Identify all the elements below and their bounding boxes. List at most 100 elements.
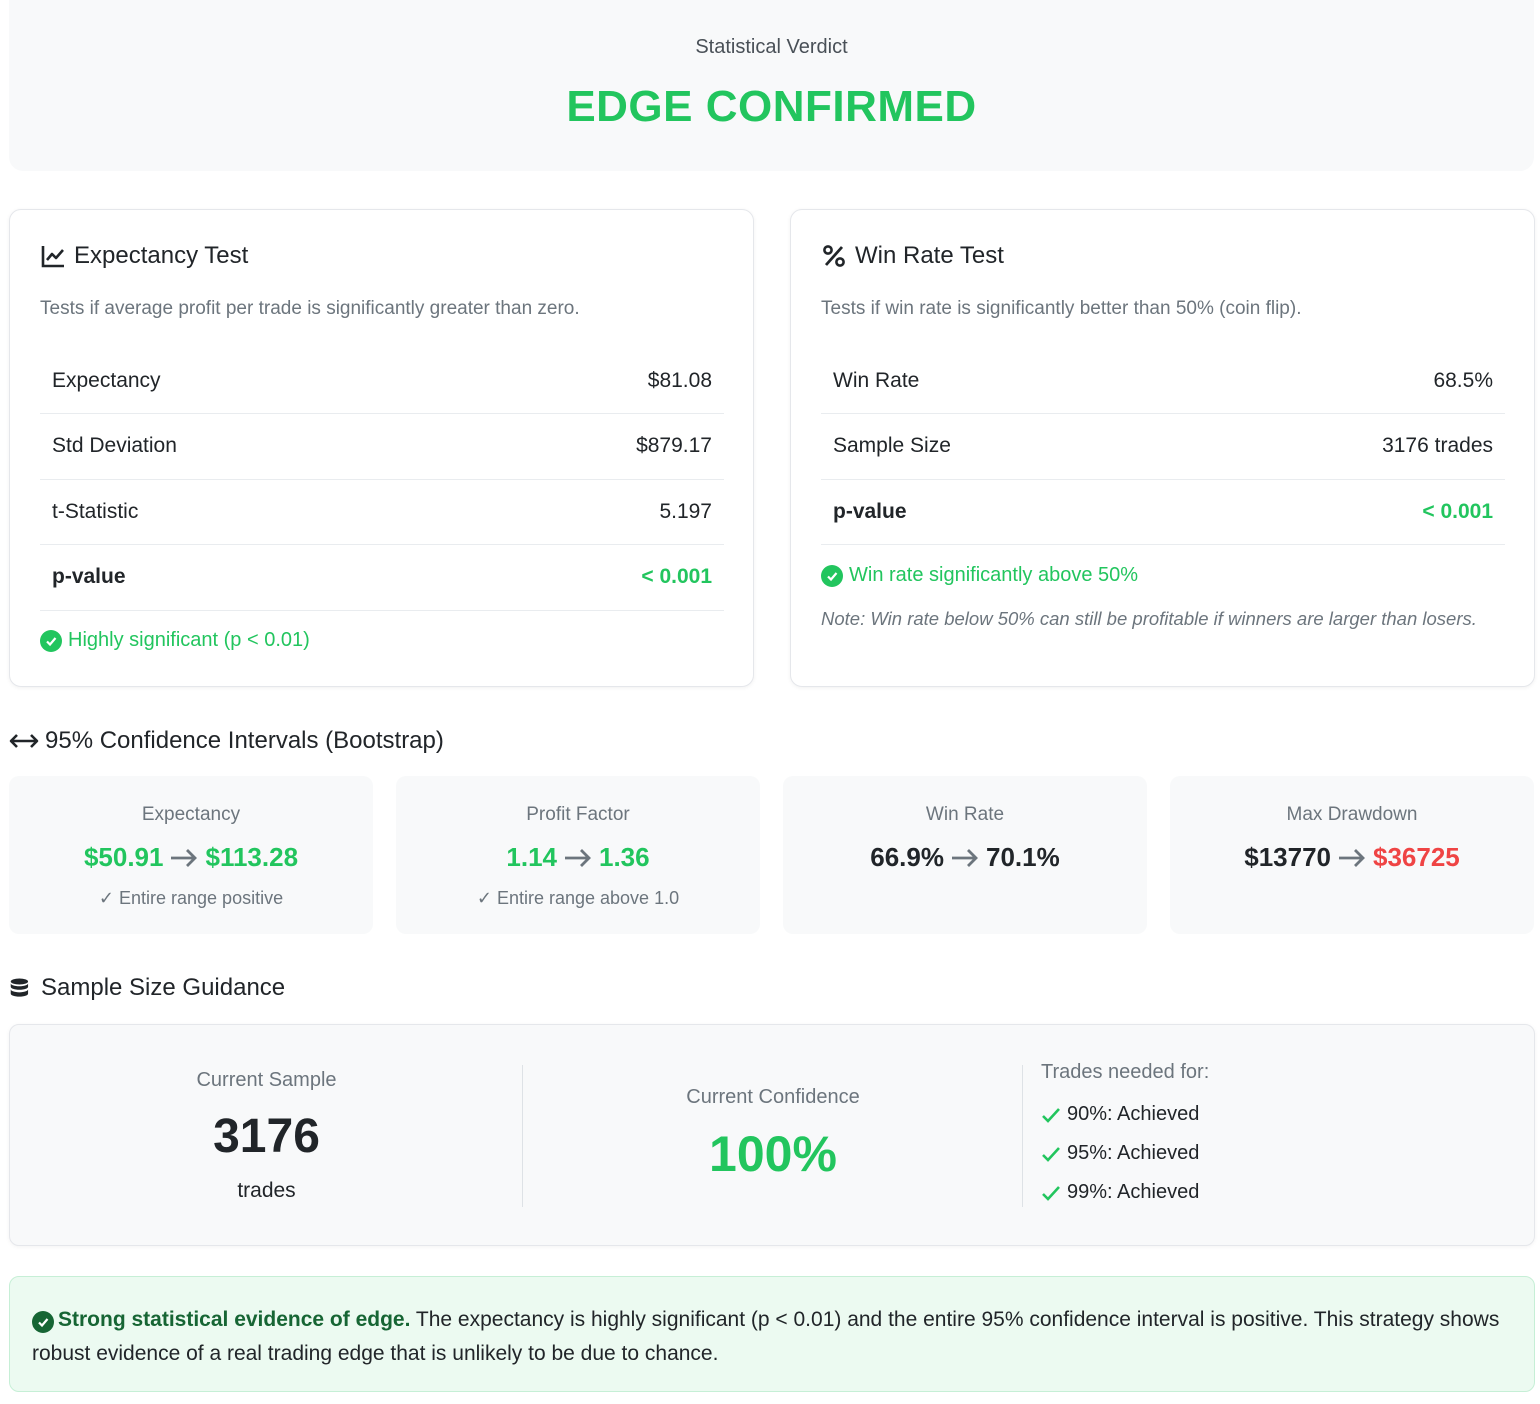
- expectancy-test-heading: Expectancy Test: [40, 242, 248, 270]
- table-row: Win Rate 68.5%: [821, 348, 1505, 414]
- significance-indicator: Win rate significantly above 50%: [821, 564, 1138, 587]
- trades-needed-label: Trades needed for:: [1041, 1061, 1210, 1083]
- check-icon: [1042, 1185, 1060, 1201]
- ci-label: Expectancy: [141, 804, 241, 825]
- ci-high: $36725: [1373, 842, 1460, 872]
- ci-max-drawdown: Max Drawdown $13770 $36725: [1170, 776, 1534, 934]
- expectancy-test-table: Expectancy $81.08 Std Deviation $879.17 …: [40, 348, 724, 611]
- verdict-banner: Statistical Verdict EDGE CONFIRMED: [9, 0, 1534, 171]
- table-row: p-value < 0.001: [40, 544, 724, 611]
- ci-footer-text: Entire range above 1.0: [496, 888, 680, 908]
- sample-size-panel: Current Sample 3176 trades Current Confi…: [9, 1024, 1535, 1246]
- current-sample-value: 3176: [213, 1110, 320, 1163]
- table-row: p-value < 0.001: [821, 479, 1505, 545]
- verdict-subtitle: Statistical Verdict: [695, 36, 848, 58]
- current-sample: Current Sample 3176 trades: [10, 1025, 523, 1245]
- significance-text: Highly significant (p < 0.01): [68, 629, 310, 651]
- row-value: $81.08: [449, 348, 724, 414]
- row-value: 3176 trades: [1171, 413, 1505, 480]
- win-rate-test-heading: Win Rate Test: [821, 242, 1004, 270]
- ci-low: 66.9%: [870, 842, 944, 872]
- database-icon: [10, 978, 29, 997]
- ci-high: 1.36: [599, 842, 650, 872]
- needed-text: 99%: Achieved: [1067, 1181, 1200, 1203]
- ci-expectancy: Expectancy $50.91 $113.28 ✓ Entire range…: [9, 776, 373, 934]
- list-item: 90%: Achieved: [1041, 1103, 1199, 1126]
- row-label: Std Deviation: [40, 413, 450, 480]
- confidence-intervals-heading: 95% Confidence Intervals (Bootstrap): [9, 727, 444, 755]
- ci-high: 70.1%: [986, 842, 1060, 872]
- significance-text: Win rate significantly above 50%: [849, 564, 1139, 586]
- table-row: t-Statistic 5.197: [40, 479, 724, 545]
- row-label: Expectancy: [40, 348, 450, 414]
- summary-text: The expectancy is highly significant (p …: [32, 1308, 1500, 1365]
- check-icon: [1042, 1146, 1060, 1162]
- ci-low: $50.91: [83, 842, 164, 872]
- current-confidence-value: 100%: [709, 1126, 837, 1182]
- ci-label: Max Drawdown: [1286, 804, 1418, 825]
- divider: [522, 1065, 523, 1207]
- arrow-right-icon: [565, 848, 591, 867]
- check-icon: [1042, 1107, 1060, 1123]
- table-row: Sample Size 3176 trades: [821, 413, 1505, 480]
- ci-range: 66.9% 70.1%: [783, 842, 1147, 873]
- arrows-left-right-icon: [9, 734, 39, 748]
- row-value: $879.17: [449, 413, 724, 480]
- row-value: < 0.001: [449, 544, 724, 611]
- significance-indicator: Highly significant (p < 0.01): [40, 629, 310, 652]
- ci-footer-text: Entire range positive: [119, 888, 284, 908]
- current-confidence: Current Confidence 100%: [523, 1025, 1023, 1245]
- confidence-intervals-title: 95% Confidence Intervals (Bootstrap): [45, 727, 444, 754]
- needed-text: 95%: Achieved: [1067, 1142, 1200, 1164]
- sample-size-heading: Sample Size Guidance: [9, 974, 285, 1002]
- table-row: Std Deviation $879.17: [40, 413, 724, 480]
- row-value: < 0.001: [1171, 479, 1505, 545]
- ci-label: Profit Factor: [526, 804, 630, 825]
- ci-high: $113.28: [205, 842, 299, 872]
- arrow-right-icon: [952, 848, 978, 867]
- current-sample-unit: trades: [237, 1179, 296, 1202]
- ci-low: $13770: [1244, 842, 1331, 872]
- verdict-title: EDGE CONFIRMED: [566, 82, 977, 131]
- ci-range: $13770 $36725: [1170, 842, 1534, 873]
- win-rate-note: Note: Win rate below 50% can still be pr…: [821, 608, 1477, 629]
- row-value: 68.5%: [1171, 348, 1505, 414]
- ci-profit-factor: Profit Factor 1.14 1.36 ✓ Entire range a…: [396, 776, 760, 934]
- row-label: p-value: [821, 479, 1172, 545]
- ci-range: 1.14 1.36: [396, 842, 760, 873]
- win-rate-test-description: Tests if win rate is significantly bette…: [821, 298, 1302, 319]
- win-rate-test-table: Win Rate 68.5% Sample Size 3176 trades p…: [821, 348, 1505, 545]
- table-row: Expectancy $81.08: [40, 348, 724, 414]
- check-circle-icon: [40, 629, 62, 652]
- percent-icon: [823, 245, 845, 267]
- row-label: t-Statistic: [40, 479, 450, 545]
- win-rate-test-card: Win Rate Test Tests if win rate is signi…: [790, 209, 1535, 687]
- ci-range: $50.91 $113.28: [9, 842, 373, 873]
- check-circle-icon: [32, 1311, 54, 1333]
- ci-low: 1.14: [506, 842, 557, 872]
- line-chart-icon: [41, 246, 64, 268]
- ci-footer: ✓ Entire range above 1.0: [476, 888, 680, 908]
- summary-strong: Strong statistical evidence of edge.: [58, 1308, 411, 1331]
- row-label: Win Rate: [821, 348, 1172, 414]
- expectancy-test-title: Expectancy Test: [74, 242, 249, 269]
- current-sample-label: Current Sample: [196, 1069, 337, 1091]
- ci-win-rate: Win Rate 66.9% 70.1%: [783, 776, 1147, 934]
- row-label: p-value: [40, 544, 450, 611]
- check-circle-icon: [821, 564, 843, 587]
- trades-needed: Trades needed for: 90%: Achieved 95%: Ac…: [1041, 1061, 1210, 1203]
- list-item: 99%: Achieved: [1041, 1181, 1199, 1204]
- arrow-right-icon: [1339, 848, 1365, 867]
- needed-text: 90%: Achieved: [1067, 1103, 1200, 1125]
- ci-label: Win Rate: [925, 804, 1005, 825]
- expectancy-test-description: Tests if average profit per trade is sig…: [40, 298, 580, 319]
- list-item: 95%: Achieved: [1041, 1142, 1199, 1165]
- ci-footer: ✓ Entire range positive: [98, 888, 284, 908]
- row-value: 5.197: [449, 479, 724, 545]
- win-rate-test-title: Win Rate Test: [855, 242, 1004, 269]
- row-label: Sample Size: [821, 413, 1172, 480]
- arrow-right-icon: [171, 848, 198, 867]
- summary-alert: Strong statistical evidence of edge. The…: [9, 1276, 1535, 1392]
- sample-size-title: Sample Size Guidance: [41, 974, 286, 1001]
- expectancy-test-card: Expectancy Test Tests if average profit …: [9, 209, 754, 687]
